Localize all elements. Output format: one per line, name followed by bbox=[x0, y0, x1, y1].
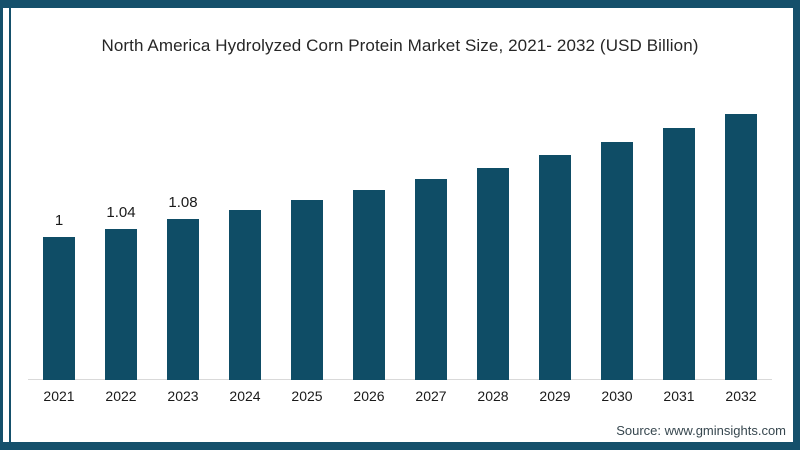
source-credit: Source: www.gminsights.com bbox=[616, 423, 786, 438]
bar-2025 bbox=[291, 200, 323, 380]
left-border-line-inner bbox=[9, 8, 11, 442]
x-axis-tick-label: 2032 bbox=[725, 388, 757, 404]
bar-slot: 2025 bbox=[276, 80, 338, 404]
bar-slot: 1.04 2022 bbox=[90, 80, 152, 404]
bar-value-label: 1.04 bbox=[106, 204, 136, 221]
bar-slot: 2031 bbox=[648, 80, 710, 404]
bar-slot: 2028 bbox=[462, 80, 524, 404]
left-border-line-outer bbox=[0, 8, 3, 442]
bar-slot: 2032 bbox=[710, 80, 772, 404]
bar-slot: 2026 bbox=[338, 80, 400, 404]
x-axis-tick-label: 2027 bbox=[415, 388, 447, 404]
bar-slot: 1 2021 bbox=[28, 80, 90, 404]
bar-slot: 2027 bbox=[400, 80, 462, 404]
right-border-bar bbox=[793, 8, 800, 442]
x-axis-line bbox=[28, 379, 772, 380]
plot-area: 1 2021 1.04 2022 1.08 2023 2024 2025 2026 2027 202… bbox=[28, 80, 772, 404]
x-axis-tick-label: 2021 bbox=[43, 388, 75, 404]
chart-title: North America Hydrolyzed Corn Protein Ma… bbox=[101, 36, 699, 55]
bar-2027 bbox=[415, 179, 447, 380]
bar-2031 bbox=[663, 128, 695, 380]
bar-value-label: 1 bbox=[54, 212, 64, 229]
bottom-border-bar bbox=[0, 442, 800, 450]
bar-slot: 1.08 2023 bbox=[152, 80, 214, 404]
x-axis-tick-label: 2030 bbox=[601, 388, 633, 404]
x-axis-tick-label: 2025 bbox=[291, 388, 323, 404]
bar-2024 bbox=[229, 210, 261, 380]
bar-2021 bbox=[43, 237, 75, 380]
x-axis-tick-label: 2026 bbox=[353, 388, 385, 404]
bar-slot: 2029 bbox=[524, 80, 586, 404]
x-axis-tick-label: 2029 bbox=[539, 388, 571, 404]
x-axis-tick-label: 2028 bbox=[477, 388, 509, 404]
bar-2023 bbox=[167, 219, 199, 380]
bar-slot: 2030 bbox=[586, 80, 648, 404]
bar-value-label: 1.08 bbox=[168, 194, 198, 211]
x-axis-tick-label: 2031 bbox=[663, 388, 695, 404]
bar-2030 bbox=[601, 142, 633, 380]
bar-2032 bbox=[725, 114, 757, 380]
bar-2022 bbox=[105, 229, 137, 380]
x-axis-tick-label: 2023 bbox=[167, 388, 199, 404]
top-border-bar bbox=[0, 0, 800, 8]
x-axis-tick-label: 2022 bbox=[105, 388, 137, 404]
x-axis-tick-label: 2024 bbox=[229, 388, 261, 404]
bar-2026 bbox=[353, 190, 385, 380]
bar-2029 bbox=[539, 155, 571, 380]
bar-2028 bbox=[477, 168, 509, 380]
bar-slot: 2024 bbox=[214, 80, 276, 404]
